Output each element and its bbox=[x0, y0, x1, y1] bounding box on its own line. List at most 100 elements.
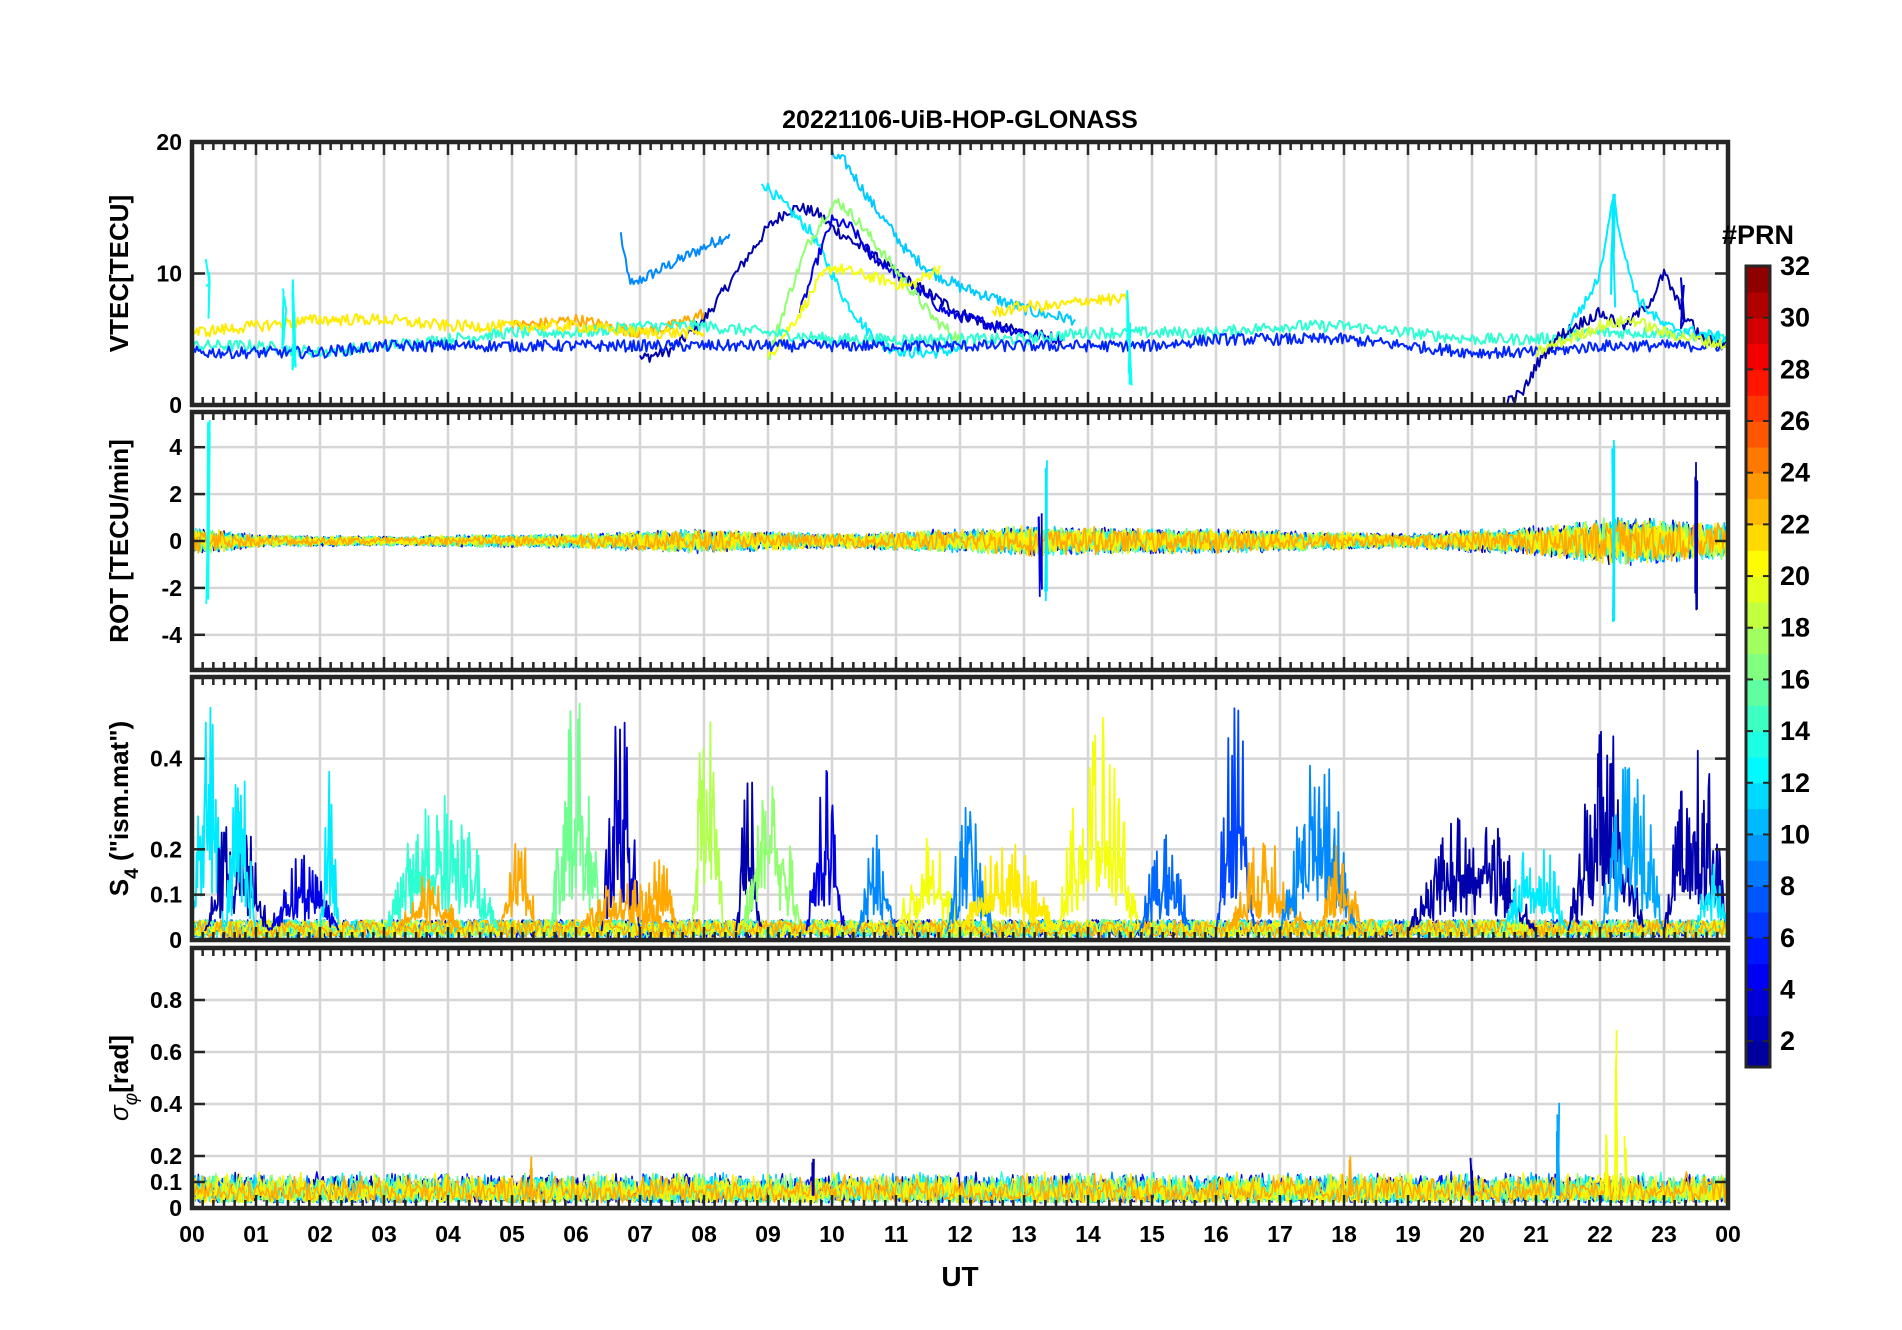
y-axis-label-sub: 4 bbox=[122, 868, 143, 879]
y-tick-label: 0.2 bbox=[150, 836, 182, 862]
vtec-spike-prn-12 bbox=[1610, 193, 1617, 308]
vtec-series-prn-21 bbox=[991, 293, 1128, 318]
y-tick-label: 10 bbox=[156, 261, 182, 287]
x-ticks bbox=[190, 142, 1730, 405]
s4-burst-prn-12 bbox=[1695, 863, 1728, 932]
colorbar-band bbox=[1746, 266, 1770, 293]
y-tick-label: 0.1 bbox=[150, 1169, 182, 1195]
colorbar-tick-label: 8 bbox=[1780, 871, 1795, 901]
y-tick-label: 0 bbox=[169, 927, 182, 953]
x-tick-labels: 00 01 02 03 04 05 06 07 08 09 10 11 12 13 14 15 16 17 18 19… bbox=[179, 1221, 1741, 1247]
s4-baseline-prn-23 bbox=[192, 918, 1727, 939]
y-tick-label: 0.1 bbox=[150, 882, 182, 908]
colorbar-band bbox=[1746, 705, 1770, 732]
colorbar-band bbox=[1746, 291, 1770, 319]
sigma-spike-prn-2 bbox=[811, 1158, 815, 1196]
s4-burst-prn-9 bbox=[856, 834, 897, 932]
s4-burst-prn-4 bbox=[267, 854, 340, 932]
grid bbox=[192, 142, 1728, 405]
x-tick-label: 00 bbox=[179, 1221, 205, 1247]
colorbar-band bbox=[1746, 317, 1770, 345]
x-ticks bbox=[190, 677, 1730, 940]
x-tick-label: 05 bbox=[499, 1221, 525, 1247]
vtec-series-prn-21 bbox=[192, 313, 705, 340]
colorbar-band bbox=[1746, 860, 1770, 887]
y-axis-label: VTEC[TECU] bbox=[104, 195, 134, 352]
y-tick-label: 0.4 bbox=[150, 1091, 182, 1117]
s4-burst-prn-10 bbox=[1599, 766, 1665, 932]
colorbar-band bbox=[1746, 782, 1770, 810]
data-lines bbox=[192, 149, 1728, 405]
sigma-spike-prn-20 bbox=[1614, 1030, 1619, 1196]
y-tick-label: 2 bbox=[169, 481, 182, 507]
colorbar-band bbox=[1746, 937, 1770, 965]
rot-spike-prn-12 bbox=[1611, 439, 1616, 623]
colorbar-tick-label: 20 bbox=[1780, 561, 1810, 591]
colorbar-tick-label: 4 bbox=[1780, 974, 1795, 1004]
s4-burst-prn-23 bbox=[396, 875, 462, 932]
s4-burst-prn-12 bbox=[319, 770, 340, 931]
colorbar-band bbox=[1746, 1015, 1770, 1042]
x-tick-label: 11 bbox=[884, 1221, 909, 1247]
panel-S4: 0 0.1 0.2 0.4 S4 ("ism.mat") bbox=[104, 674, 1731, 953]
y-axis-label-phi: φ bbox=[121, 1093, 142, 1105]
sigma-spike-prn-23 bbox=[1348, 1155, 1353, 1196]
x-axis-label: UT bbox=[941, 1261, 978, 1292]
colorbar-band bbox=[1746, 498, 1770, 525]
chart-title: 20221106-UiB-HOP-GLONASS bbox=[782, 106, 1138, 134]
s4-burst-prn-2 bbox=[1567, 730, 1645, 932]
colorbar-tick-label: 2 bbox=[1780, 1026, 1795, 1056]
colorbar-band bbox=[1746, 550, 1770, 577]
panel-ROT: 4 2 0 -2 -4 ROT [TECU/min] bbox=[104, 409, 1731, 673]
x-tick-label: 20 bbox=[1459, 1221, 1485, 1247]
x-tick-label: 09 bbox=[755, 1221, 781, 1247]
s4-burst-prn-2 bbox=[204, 799, 270, 932]
colorbar-tick-label: 32 bbox=[1780, 251, 1810, 281]
y-axis-label: σφ[rad] bbox=[104, 1035, 142, 1121]
x-tick-label: 10 bbox=[819, 1221, 845, 1247]
panel-VTEC: 0 10 20 VTEC[TECU] bbox=[104, 129, 1731, 418]
colorbar-band bbox=[1746, 756, 1770, 784]
colorbar-tick-label: 24 bbox=[1780, 458, 1810, 488]
vtec-spike-prn-13 bbox=[281, 288, 288, 350]
colorbar-band bbox=[1746, 343, 1770, 370]
y-axis-label-unit: [rad] bbox=[104, 1035, 134, 1093]
x-tick-label: 02 bbox=[307, 1221, 333, 1247]
s4-burst-prn-23 bbox=[639, 859, 680, 932]
colorbar-band bbox=[1746, 576, 1770, 603]
x-tick-label: 17 bbox=[1267, 1221, 1293, 1247]
colorbar-tick-label: 6 bbox=[1780, 923, 1795, 953]
x-tick-label: 22 bbox=[1587, 1221, 1613, 1247]
sigma-spike-prn-23 bbox=[529, 1156, 533, 1196]
colorbar-band bbox=[1746, 808, 1770, 836]
s4-burst-prn-20 bbox=[895, 837, 961, 932]
colorbar-band bbox=[1746, 989, 1770, 1016]
y-tick-label: 4 bbox=[169, 434, 182, 460]
rot-spike-prn-2 bbox=[1694, 462, 1699, 611]
y-axis-label: ROT [TECU/min] bbox=[104, 439, 134, 643]
colorbar-label: #PRN bbox=[1722, 220, 1794, 250]
x-tick-label: 21 bbox=[1523, 1221, 1549, 1247]
colorbar-tick-label: 18 bbox=[1780, 613, 1810, 643]
y-axis-label: S4 ("ism.mat") bbox=[104, 721, 143, 896]
x-tick-label: 08 bbox=[691, 1221, 717, 1247]
s4-burst-prn-12 bbox=[223, 780, 257, 932]
rot-spike-prn-12 bbox=[1044, 460, 1048, 602]
rot-spike-prn-4 bbox=[1037, 513, 1043, 597]
x-tick-label: 04 bbox=[435, 1221, 461, 1247]
colorbar-tick-label: 30 bbox=[1780, 303, 1810, 333]
colorbar-band bbox=[1746, 886, 1770, 913]
x-tick-label: 06 bbox=[563, 1221, 589, 1247]
colorbar-band bbox=[1746, 731, 1770, 758]
rot-series-prn-23 bbox=[192, 519, 1728, 565]
y-axis-label-rest: ("ism.mat") bbox=[104, 721, 134, 868]
s4-burst-prn-12 bbox=[1503, 848, 1569, 932]
y-tick-label: 0.8 bbox=[150, 987, 182, 1013]
vtec-series-prn-20 bbox=[767, 263, 941, 358]
y-tick-label: 0.2 bbox=[150, 1143, 182, 1169]
s4-burst-prn-21 bbox=[959, 843, 1056, 932]
colorbar-band bbox=[1746, 653, 1770, 681]
sigma-spike-prn-20 bbox=[1604, 1134, 1609, 1196]
